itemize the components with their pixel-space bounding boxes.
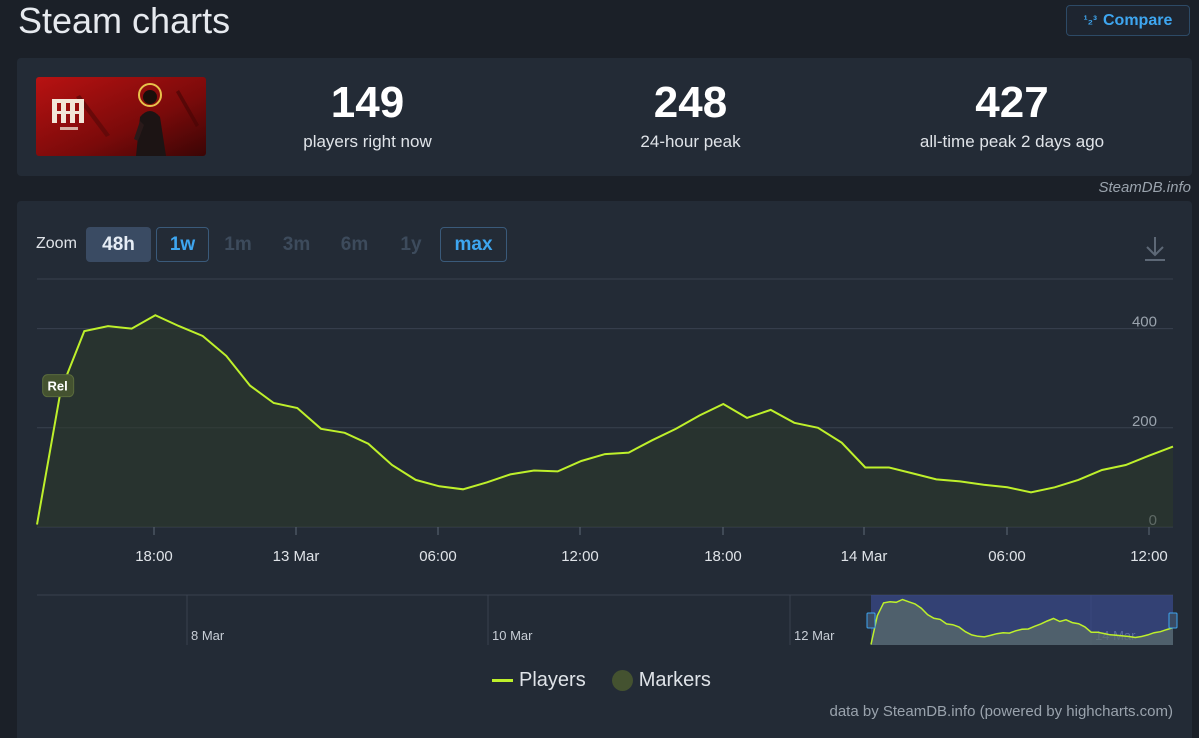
zoom-1y-button: 1y: [400, 233, 422, 255]
stat-all-time-peak-label: all-time peak 2 days ago: [919, 132, 1105, 151]
stat-24h-peak-label: 24-hour peak: [640, 132, 741, 151]
players-area: [37, 315, 1173, 527]
x-tick-label: 06:00: [419, 548, 457, 565]
page-title: Steam charts: [18, 0, 231, 41]
navigator-tick-label: 10 Mar: [492, 628, 533, 643]
zoom-6m-button: 6m: [340, 233, 369, 255]
stat-current-label: players right now: [303, 132, 432, 151]
stat-all-time-peak: 427 all-time peak 2 days ago: [887, 78, 1137, 152]
y-tick-label: 200: [1132, 413, 1157, 430]
stat-current: 149 players right now: [265, 78, 470, 152]
compare-label: Compare: [1102, 11, 1173, 29]
x-tick-label: 12:00: [1130, 548, 1168, 565]
x-tick-label: 14 Mar: [841, 548, 888, 565]
legend-players-swatch: [492, 679, 513, 682]
y-tick-label: 400: [1132, 314, 1157, 331]
legend-markers-label: Markers: [638, 669, 711, 691]
stat-24h-peak: 248 24-hour peak: [588, 78, 793, 152]
legend-markers-swatch: [611, 670, 633, 691]
download-icon[interactable]: [1142, 234, 1168, 269]
game-capsule-image[interactable]: [36, 77, 206, 156]
zoom-label: Zoom: [36, 235, 77, 252]
zoom-48h-button[interactable]: 48h: [86, 227, 151, 262]
legend-players-label: Players: [519, 669, 586, 691]
navigator-area: [871, 599, 1173, 645]
x-tick-label: 13 Mar: [273, 548, 320, 565]
zoom-max-button[interactable]: max: [440, 227, 507, 262]
x-tick-label: 18:00: [704, 548, 742, 565]
chart-credits[interactable]: data by SteamDB.info (powered by highcha…: [829, 703, 1174, 720]
x-tick-label: 18:00: [135, 548, 173, 565]
navigator-tick-label: 12 Mar: [794, 628, 835, 643]
stats-panel: 149 players right now 248 24-hour peak 4…: [17, 58, 1192, 176]
ordered-list-icon: ¹₂³: [1083, 13, 1097, 27]
stat-all-time-peak-value: 427: [975, 78, 1049, 127]
legend-markers[interactable]: Markers: [611, 669, 711, 692]
zoom-1m-button: 1m: [224, 233, 252, 255]
navigator-line: [870, 598, 1174, 645]
compare-button[interactable]: ¹₂³ Compare: [1066, 5, 1190, 36]
zoom-1w-button[interactable]: 1w: [156, 227, 209, 262]
release-marker-label: Rel: [48, 379, 68, 394]
x-tick-label: 06:00: [988, 548, 1026, 565]
navigator-handle-right[interactable]: [1168, 612, 1178, 629]
game-capsule-art: [36, 77, 206, 156]
navigator-handle-left[interactable]: [866, 612, 876, 629]
stat-current-value: 149: [330, 78, 405, 127]
zoom-3m-button: 3m: [282, 233, 311, 255]
legend-players[interactable]: Players: [492, 669, 586, 692]
source-note: SteamDB.info: [1098, 179, 1191, 196]
players-line: [36, 314, 1174, 525]
chart-legend: Players Markers: [492, 669, 711, 692]
release-marker: [42, 374, 75, 398]
stat-24h-peak-value: 248: [653, 78, 728, 127]
navigator-tick-label: 8 Mar: [191, 628, 225, 643]
x-tick-label: 12:00: [561, 548, 599, 565]
